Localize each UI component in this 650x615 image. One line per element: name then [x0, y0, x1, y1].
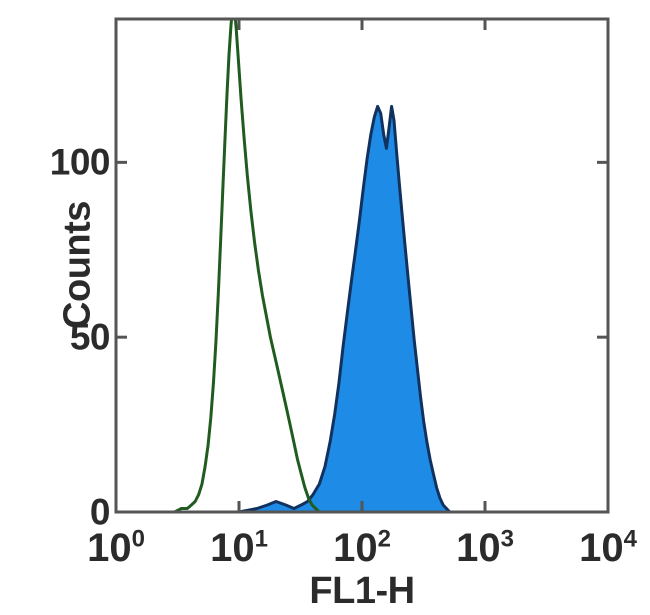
blue-histogram-fill [116, 106, 608, 512]
xtick-label-3: 103 [456, 525, 514, 570]
blue-histogram-outline [116, 104, 608, 512]
y-axis-title: Counts [56, 201, 99, 329]
ytick-label-50: 50 [69, 316, 111, 358]
green-histogram-outline [165, 19, 608, 512]
ytick-label-100: 100 [49, 141, 111, 183]
axis-tick-marks [116, 19, 608, 514]
xtick-label-2: 102 [333, 525, 391, 570]
xtick-label-0: 100 [87, 525, 145, 570]
xtick-label-4: 104 [579, 525, 637, 570]
ytick-label-0: 0 [89, 491, 111, 533]
xtick-label-1: 101 [210, 525, 268, 570]
x-axis-title: FL1-H [309, 570, 415, 612]
